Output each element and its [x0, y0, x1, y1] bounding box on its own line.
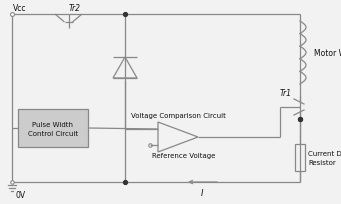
- Text: Vcc: Vcc: [13, 4, 27, 13]
- Bar: [18, 110, 88, 147]
- Text: I: I: [201, 188, 204, 197]
- Text: 0V: 0V: [16, 190, 26, 199]
- Text: Tr2: Tr2: [69, 4, 81, 13]
- Text: Voltage Comparison Circuit: Voltage Comparison Circuit: [131, 112, 225, 118]
- Text: Current Detection
Resistor: Current Detection Resistor: [308, 151, 341, 165]
- Text: Control Circuit: Control Circuit: [28, 130, 78, 136]
- Text: Tr1: Tr1: [280, 89, 292, 98]
- Text: Pulse Width: Pulse Width: [32, 121, 74, 127]
- Bar: [295, 144, 305, 171]
- Text: Reference Voltage: Reference Voltage: [152, 152, 216, 158]
- Text: Motor Windings: Motor Windings: [314, 49, 341, 58]
